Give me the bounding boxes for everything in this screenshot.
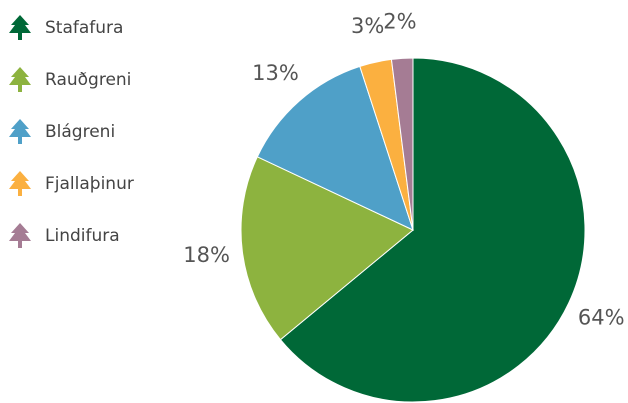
legend-icon [9,119,31,144]
legend-text: Stafafura [45,18,123,38]
value-label: 13% [252,61,299,85]
legend-icon [9,67,31,92]
legend-item: Lindifura [9,223,120,248]
value-label: 18% [183,243,230,267]
legend-item: Stafafura [9,15,123,40]
value-label: 2% [383,9,416,33]
legend-item: Rauðgreni [9,67,131,92]
legend-text: Rauðgreni [45,70,131,90]
value-label: 64% [578,306,625,330]
legend-item: Fjallaþinur [9,171,134,196]
legend-text: Blágreni [45,122,115,142]
legend-icon [9,15,31,40]
value-label: 3% [351,14,384,38]
legend-text: Lindifura [45,226,120,246]
pie-slice [279,57,586,403]
legend-icon [9,223,31,248]
legend-text: Fjallaþinur [45,174,134,194]
pie-slice [240,156,414,341]
legend-icon [9,171,31,196]
pie-slice [256,65,414,231]
legend-item: Blágreni [9,119,115,144]
pie-slice [390,57,414,231]
